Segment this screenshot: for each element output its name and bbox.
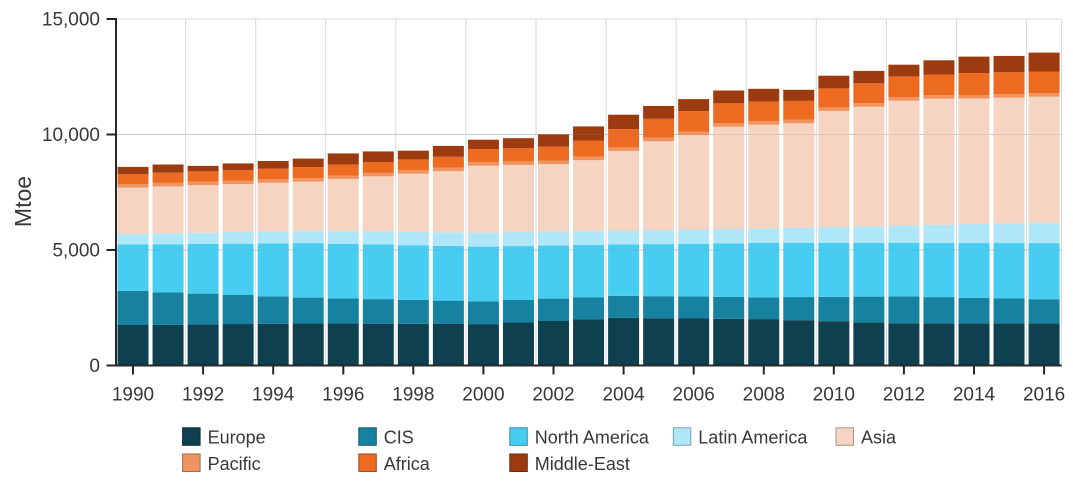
svg-text:2010: 2010 [813, 385, 855, 406]
svg-text:Middle-East: Middle-East [535, 454, 630, 474]
svg-text:2008: 2008 [743, 385, 785, 406]
svg-text:Mtoe: Mtoe [10, 176, 36, 227]
svg-text:1994: 1994 [252, 385, 295, 406]
svg-text:1998: 1998 [392, 385, 434, 406]
svg-text:10,000: 10,000 [42, 125, 100, 146]
svg-text:Latin America: Latin America [698, 428, 808, 448]
svg-text:1990: 1990 [112, 385, 154, 406]
svg-text:North America: North America [535, 428, 650, 448]
svg-text:2016: 2016 [1023, 385, 1065, 406]
svg-text:2002: 2002 [532, 385, 574, 406]
svg-text:2012: 2012 [883, 385, 925, 406]
svg-text:2006: 2006 [673, 385, 715, 406]
svg-text:CIS: CIS [384, 428, 414, 448]
svg-text:Pacific: Pacific [208, 454, 261, 474]
svg-text:5,000: 5,000 [52, 241, 100, 262]
svg-text:2000: 2000 [462, 385, 504, 406]
svg-text:1992: 1992 [182, 385, 224, 406]
svg-text:Europe: Europe [208, 428, 266, 448]
svg-text:2004: 2004 [602, 385, 645, 406]
svg-text:2014: 2014 [953, 385, 996, 406]
svg-text:Africa: Africa [384, 454, 431, 474]
svg-text:1996: 1996 [322, 385, 364, 406]
svg-text:Asia: Asia [861, 428, 897, 448]
svg-text:15,000: 15,000 [42, 10, 100, 31]
svg-text:0: 0 [89, 356, 100, 377]
